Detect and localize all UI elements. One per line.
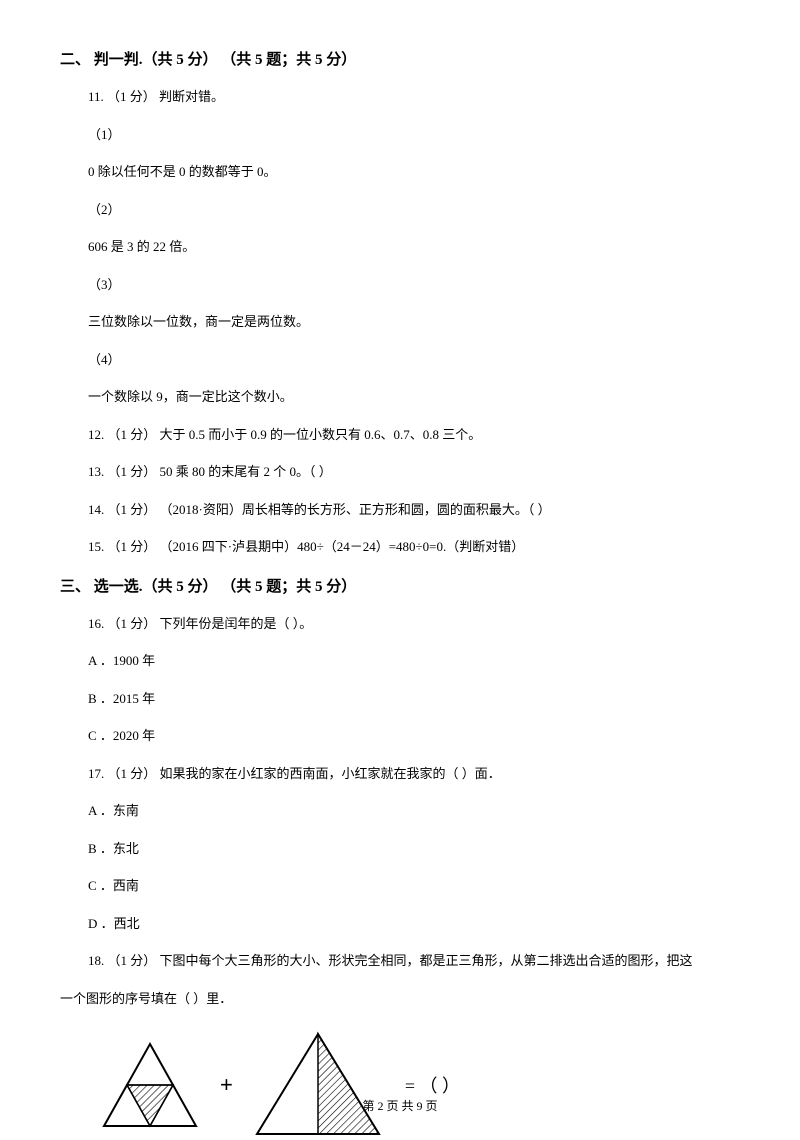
- q11-sub3-num: （3）: [88, 275, 740, 295]
- plus-sign: +: [220, 1072, 233, 1098]
- q13-text: 13. （1 分） 50 乘 80 的末尾有 2 个 0。（ ）: [88, 462, 740, 482]
- q17-b: B ．东北: [88, 839, 740, 859]
- q16-a: A ．1900 年: [88, 651, 740, 671]
- q18-header2: 一个图形的序号填在（ ）里．: [60, 989, 740, 1009]
- q17-d: D ．西北: [88, 914, 740, 934]
- q15-text: 15. （1 分） （2016 四下·泸县期中）480÷（24－24）=480÷…: [88, 537, 740, 557]
- q11-sub1-text: 0 除以任何不是 0 的数都等于 0。: [88, 162, 740, 182]
- q11-sub2-text: 606 是 3 的 22 倍。: [88, 237, 740, 257]
- q11-sub4-text: 一个数除以 9，商一定比这个数小。: [88, 387, 740, 407]
- q16-header: 16. （1 分） 下列年份是闰年的是（ ）。: [88, 614, 740, 634]
- q14-text: 14. （1 分） （2018·资阳）周长相等的长方形、正方形和圆，圆的面积最大…: [88, 500, 740, 520]
- equals-blank: = （ ）: [405, 1072, 460, 1098]
- q18-header: 18. （1 分） 下图中每个大三角形的大小、形状完全相同，都是正三角形，从第二…: [88, 951, 740, 971]
- q11-sub3-text: 三位数除以一位数，商一定是两位数。: [88, 312, 740, 332]
- q16-b: B ．2015 年: [88, 689, 740, 709]
- q18-diagram-row: + = （ ）: [100, 1030, 740, 1140]
- q16-c: C ．2020 年: [88, 726, 740, 746]
- q17-c: C ．西南: [88, 876, 740, 896]
- page-footer: 第 2 页 共 9 页: [0, 1097, 800, 1114]
- q11-sub1-num: （1）: [88, 125, 740, 145]
- triangle-2-icon: [253, 1030, 383, 1140]
- section-3-heading: 三、 选一选.（共 5 分） （共 5 题；共 5 分）: [60, 575, 740, 596]
- q12-text: 12. （1 分） 大于 0.5 而小于 0.9 的一位小数只有 0.6、0.7…: [88, 425, 740, 445]
- q17-a: A ．东南: [88, 801, 740, 821]
- section-2-heading: 二、 判一判.（共 5 分） （共 5 题；共 5 分）: [60, 48, 740, 69]
- q11-header: 11. （1 分） 判断对错。: [88, 87, 740, 107]
- q11-sub4-num: （4）: [88, 350, 740, 370]
- q11-sub2-num: （2）: [88, 200, 740, 220]
- q17-header: 17. （1 分） 如果我的家在小红家的西南面，小红家就在我家的（ ）面．: [88, 764, 740, 784]
- triangle-1-icon: [100, 1040, 200, 1130]
